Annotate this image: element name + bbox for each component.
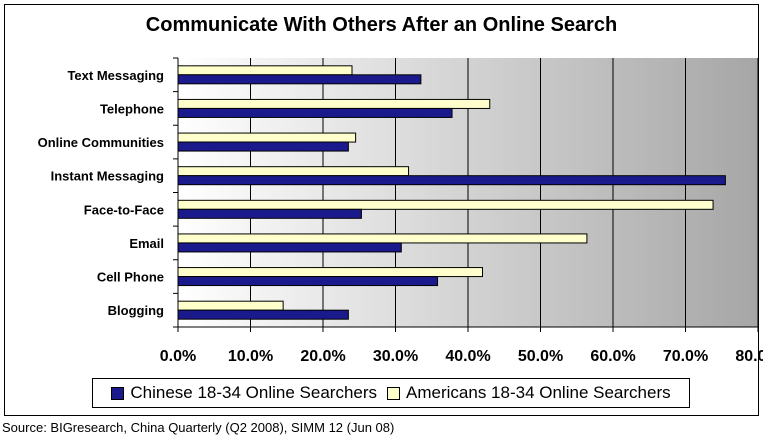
- legend-label-americans: Americans 18-34 Online Searchers: [406, 383, 671, 402]
- bar-americans: [177, 199, 714, 210]
- bar-chinese: [177, 141, 349, 152]
- category-label: Telephone: [100, 101, 164, 116]
- legend-item-chinese: Chinese 18-34 Online Searchers: [111, 383, 377, 403]
- x-tick-label: 80.0%: [735, 348, 763, 365]
- legend-swatch-americans: [387, 386, 401, 400]
- bar-americans: [177, 166, 410, 177]
- bar-chinese: [177, 309, 349, 320]
- bar-americans: [177, 132, 357, 143]
- bar-chinese: [177, 175, 726, 186]
- x-tick-label: 30.0%: [373, 348, 418, 365]
- bar-chinese: [177, 208, 362, 219]
- category-label: Instant Messaging: [51, 169, 164, 184]
- category-label: Cell Phone: [97, 270, 164, 285]
- bar-americans: [177, 98, 491, 109]
- category-label: Text Messaging: [67, 68, 164, 83]
- legend-item-americans: Americans 18-34 Online Searchers: [387, 383, 671, 403]
- category-label: Blogging: [108, 303, 164, 318]
- bar-americans: [177, 233, 588, 244]
- bar-chinese: [177, 242, 402, 253]
- x-tick-label: 70.0%: [663, 348, 708, 365]
- source-note: Source: BIGresearch, China Quarterly (Q2…: [2, 420, 395, 435]
- legend-swatch-chinese: [111, 386, 125, 400]
- x-tick-label: 40.0%: [445, 348, 490, 365]
- chart-title: Communicate With Others After an Online …: [145, 14, 618, 36]
- bar-americans: [177, 65, 353, 76]
- bar-chinese: [177, 107, 453, 118]
- x-tick-label: 50.0%: [518, 348, 563, 365]
- x-tick-label: 60.0%: [590, 348, 635, 365]
- x-tick-label: 10.0%: [228, 348, 273, 365]
- bar-chinese: [177, 74, 422, 85]
- x-tick-label: 0.0%: [160, 348, 196, 365]
- bar-americans: [177, 267, 483, 278]
- legend: Chinese 18-34 Online Searchers Americans…: [92, 378, 690, 408]
- category-label: Face-to-Face: [84, 202, 164, 217]
- category-label: Online Communities: [38, 135, 164, 150]
- legend-label-chinese: Chinese 18-34 Online Searchers: [130, 383, 378, 402]
- x-tick-label: 20.0%: [300, 348, 345, 365]
- bar-chinese: [177, 276, 439, 287]
- bar-americans: [177, 300, 284, 311]
- category-label: Email: [129, 236, 164, 251]
